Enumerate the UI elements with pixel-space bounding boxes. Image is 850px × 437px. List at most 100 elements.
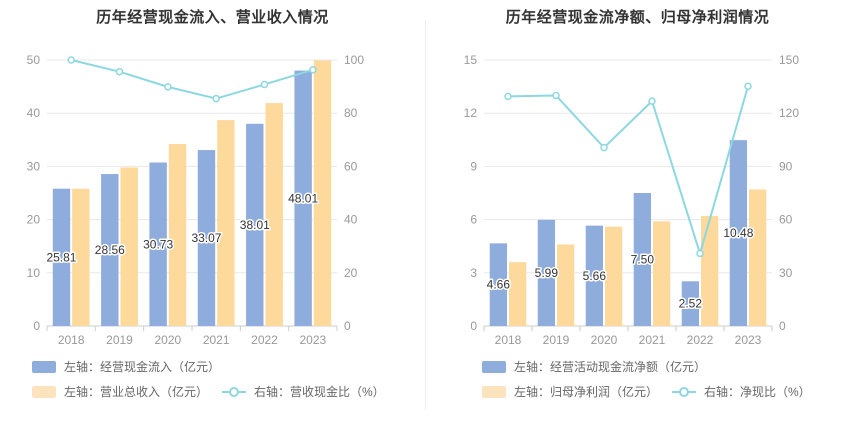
chart-panel-net-cash: 历年经营现金流净额、归母净利润情况 0 3 6 9 12 15 0 30 60 90 120 150 2… [425, 0, 850, 437]
bar-data-label: 4.66 [487, 278, 511, 292]
bar-data-label: 10.48 [723, 226, 753, 240]
legend-label: 左轴：营业总收入（亿元） [64, 385, 209, 399]
bar-primary [52, 188, 71, 326]
bar-primary [585, 225, 603, 326]
left-axis-tick-label: 9 [470, 159, 477, 173]
left-axis-tick-label: 6 [470, 213, 477, 227]
line-point [696, 249, 704, 258]
x-axis-tick-label: 2020 [591, 333, 618, 347]
bar-primary [729, 140, 747, 326]
x-axis-tick-label: 2018 [58, 333, 85, 347]
legend-item-net-cash-flow[interactable]: 左轴：经营活动现金流净额（亿元） [482, 358, 706, 375]
bar-data-label: 5.66 [583, 269, 607, 283]
line-point [309, 66, 317, 74]
right-axis-tick-label: 30 [779, 266, 793, 280]
bar-primary [101, 174, 119, 326]
line-point [552, 91, 560, 100]
chart-title: 历年经营现金流入、营业收入情况 [96, 9, 329, 26]
left-axis-tick-label: 20 [27, 213, 41, 227]
bar-secondary [701, 216, 719, 326]
line-point [164, 83, 172, 91]
line-point [67, 56, 75, 64]
bar-data-label: 30.73 [143, 237, 173, 251]
bar-secondary [168, 144, 187, 326]
line-series [70, 59, 314, 100]
bar-data-label: 5.99 [535, 266, 559, 280]
left-axis-tick-label: 50 [27, 53, 41, 67]
bar-secondary [749, 189, 767, 326]
left-axis-tick-label: 30 [27, 159, 41, 173]
legend-label: 左轴：经营活动现金流净额（亿元） [514, 360, 707, 374]
bar-data-label: 28.56 [95, 243, 125, 257]
bar-primary [681, 281, 699, 326]
line-point [504, 92, 512, 101]
x-axis-tick-label: 2019 [543, 333, 570, 347]
bar-primary [537, 219, 555, 326]
legend-swatch-bar-orange [482, 385, 506, 398]
right-axis-tick-label: 20 [344, 266, 358, 280]
legend-row-2: 左轴：归母净利润（亿元） 右轴：净现比（%） [482, 383, 825, 400]
left-axis-tick-label: 15 [464, 53, 478, 67]
legend-swatch-bar-orange [32, 385, 56, 398]
legend-label: 左轴：归母净利润（亿元） [514, 385, 659, 399]
x-axis-tick-label: 2021 [639, 333, 666, 347]
chart-plot-cash-inflow: 0 10 20 30 40 50 0 20 40 60 80 100 2018 2019 2020 2021 2… [27, 53, 365, 347]
bar-data-label: 2.52 [679, 297, 703, 311]
x-axis-tick-label: 2021 [203, 333, 230, 347]
bar-secondary [313, 60, 332, 326]
chart-panel-cash-inflow: 历年经营现金流入、营业收入情况 0 10 20 30 40 50 0 20 40 60 80 100 2… [27, 9, 399, 400]
bar-data-label: 38.01 [240, 218, 270, 232]
x-axis-tick-label: 2019 [106, 333, 133, 347]
legend-swatch-line [222, 386, 247, 398]
legend-label: 左轴：经营现金流入（亿元） [64, 360, 221, 374]
bar-data-label: 25.81 [46, 250, 76, 264]
legend-label: 右轴：营收现金比（%） [254, 385, 385, 399]
left-axis-tick-label: 3 [470, 266, 477, 280]
right-axis-tick-label: 120 [779, 106, 799, 120]
legend-swatch-bar-blue [482, 360, 506, 373]
right-axis-tick-label: 60 [344, 159, 358, 173]
legend-item-cash-inflow[interactable]: 左轴：经营现金流入（亿元） [32, 358, 220, 375]
right-axis-tick-label: 150 [779, 53, 799, 67]
bar-secondary [217, 120, 235, 326]
x-axis-tick-label: 2023 [735, 333, 762, 347]
right-axis-tick-label: 0 [344, 319, 351, 333]
bar-data-label: 7.50 [631, 253, 655, 267]
x-axis-tick-label: 2018 [495, 333, 522, 347]
line-point [600, 143, 608, 152]
left-axis-tick-label: 0 [470, 319, 477, 333]
panel-divider [425, 20, 426, 410]
line-point [648, 97, 656, 105]
legend-label: 右轴：净现比（%） [704, 385, 811, 399]
line-point [260, 80, 269, 89]
legend-row-1: 左轴：经营现金流入（亿元） [32, 358, 234, 375]
x-axis-tick-label: 2022 [251, 333, 278, 347]
bar-primary [633, 193, 651, 326]
line-point [115, 67, 124, 76]
line-series [507, 85, 749, 257]
legend-item-revenue[interactable]: 左轴：营业总收入（亿元） [32, 383, 208, 400]
bar-primary [197, 150, 216, 326]
line-point [744, 82, 752, 90]
bar-primary [149, 162, 167, 326]
legend-item-cash-ratio[interactable]: 右轴：营收现金比（%） [222, 383, 385, 400]
x-axis-tick-label: 2020 [154, 333, 181, 347]
right-axis-tick-label: 90 [779, 159, 793, 173]
legend-row-2: 左轴：营业总收入（亿元） 右轴：营收现金比（%） [32, 383, 399, 400]
x-axis-tick-label: 2022 [687, 333, 714, 347]
bar-secondary [605, 226, 623, 326]
legend-item-net-cash-ratio[interactable]: 右轴：净现比（%） [672, 383, 811, 400]
bar-primary [246, 123, 264, 326]
chart-title: 历年经营现金流净额、归母净利润情况 [505, 9, 770, 26]
bar-secondary [653, 221, 671, 326]
bar-primary [489, 243, 507, 326]
right-axis-tick-label: 100 [344, 53, 364, 67]
right-axis-tick-label: 0 [779, 319, 786, 333]
right-axis-tick-label: 40 [344, 213, 358, 227]
bar-secondary [265, 103, 283, 326]
left-axis-tick-label: 0 [33, 319, 40, 333]
bar-secondary [509, 262, 527, 326]
legend-item-net-profit[interactable]: 左轴：归母净利润（亿元） [482, 383, 658, 400]
x-axis-tick-label: 2023 [299, 333, 326, 347]
